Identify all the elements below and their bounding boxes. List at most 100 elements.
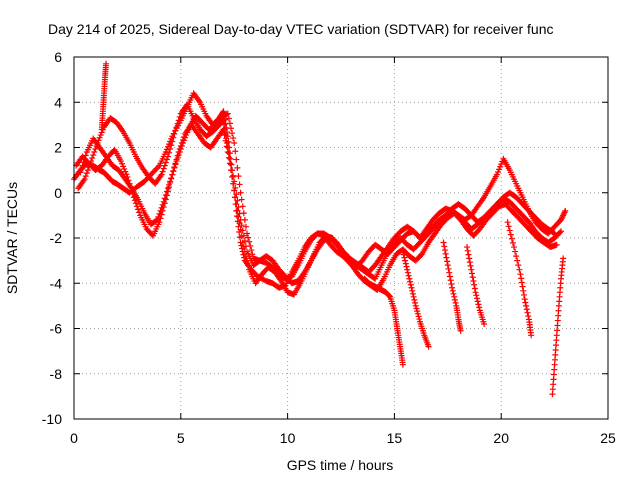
data-point-drop-6 bbox=[520, 287, 527, 294]
data-point-drop-5 bbox=[474, 298, 481, 305]
data-point-track-4 bbox=[181, 137, 188, 144]
data-point-track-4 bbox=[178, 142, 185, 149]
data-point-track-3 bbox=[235, 213, 242, 220]
data-point-track-4 bbox=[235, 173, 242, 180]
data-point-track-2 bbox=[159, 168, 166, 175]
data-point-track-2 bbox=[81, 176, 88, 183]
data-point-track-4 bbox=[172, 161, 179, 168]
x-tick-label: 10 bbox=[280, 430, 296, 446]
data-point-drop-2 bbox=[399, 361, 406, 368]
data-point-drop-3 bbox=[401, 254, 408, 261]
data-point-drop-6 bbox=[513, 253, 520, 260]
data-point-drop-6 bbox=[504, 219, 511, 226]
data-point-drop-5 bbox=[473, 292, 480, 299]
data-point-drop-3 bbox=[415, 313, 422, 320]
data-point-track-4 bbox=[240, 210, 247, 217]
data-point-track-2 bbox=[222, 130, 229, 137]
data-point-track-1 bbox=[220, 108, 227, 115]
data-point-track-4 bbox=[157, 207, 164, 214]
data-point-track-1 bbox=[562, 207, 569, 214]
data-point-track-1 bbox=[498, 161, 505, 168]
data-point-drop-3 bbox=[412, 302, 419, 309]
data-point-track-2 bbox=[170, 134, 177, 141]
data-point-track-2 bbox=[83, 170, 90, 177]
data-point-drop-3 bbox=[406, 275, 413, 282]
data-point-track-2 bbox=[160, 165, 167, 172]
data-point-track-3 bbox=[223, 143, 230, 150]
data-point-drop-4 bbox=[446, 269, 453, 276]
x-tick-label: 15 bbox=[387, 430, 403, 446]
data-point-track-3 bbox=[229, 173, 236, 180]
y-tick-label: -8 bbox=[50, 366, 63, 382]
data-point-track-4 bbox=[160, 198, 167, 205]
data-point-drop-4 bbox=[444, 258, 451, 265]
data-point-track-4 bbox=[154, 216, 161, 223]
y-axis-label: SDTVAR / TECUs bbox=[4, 182, 20, 294]
y-tick-label: -4 bbox=[50, 275, 63, 291]
data-point-track-4 bbox=[163, 188, 170, 195]
data-point-track-4 bbox=[230, 135, 237, 142]
data-point-drop-4 bbox=[452, 299, 459, 306]
data-point-drop-5 bbox=[465, 251, 472, 258]
data-point-track-4 bbox=[247, 242, 254, 249]
plot-frame bbox=[73, 56, 609, 420]
data-point-track-1 bbox=[235, 223, 242, 230]
data-point-drop-4 bbox=[448, 281, 455, 288]
data-point-drop-3 bbox=[404, 269, 411, 276]
y-tick-label: -6 bbox=[50, 321, 63, 337]
data-point-track-2 bbox=[96, 134, 103, 141]
data-point-track-4 bbox=[234, 164, 241, 171]
data-point-drop-6 bbox=[509, 239, 516, 246]
data-point-track-1 bbox=[497, 163, 504, 170]
data-point-track-2 bbox=[227, 161, 234, 168]
data-point-track-2 bbox=[162, 159, 169, 166]
data-point-track-4 bbox=[155, 213, 162, 220]
data-point-track-3 bbox=[244, 257, 251, 264]
data-point-track-2 bbox=[97, 132, 104, 139]
data-point-track-3 bbox=[227, 167, 234, 174]
data-point-track-4 bbox=[175, 152, 182, 159]
data-point-track-3 bbox=[225, 154, 232, 161]
data-point-drop-6 bbox=[511, 244, 518, 251]
data-point-drop-5 bbox=[469, 270, 476, 277]
data-point-drop-6 bbox=[505, 223, 512, 230]
x-axis-label: GPS time / hours bbox=[287, 457, 394, 473]
data-point-drop-3 bbox=[416, 316, 423, 323]
data-point-track-4 bbox=[183, 132, 190, 139]
data-point-track-2 bbox=[168, 142, 175, 149]
data-point-drop-5 bbox=[466, 259, 473, 266]
data-point-drop-3 bbox=[409, 287, 416, 294]
data-point-drop-4 bbox=[457, 327, 464, 334]
data-point-track-4 bbox=[249, 251, 256, 258]
data-point-track-4 bbox=[171, 164, 178, 171]
data-point-drop-4 bbox=[451, 296, 458, 303]
data-point-drop-3 bbox=[410, 293, 417, 300]
data-point-track-2 bbox=[169, 138, 176, 145]
data-point-drop-4 bbox=[445, 265, 452, 272]
data-point-track-4 bbox=[239, 203, 246, 210]
data-point-track-3 bbox=[242, 253, 249, 260]
grid-layer bbox=[74, 57, 608, 419]
data-point-track-3 bbox=[237, 226, 244, 233]
data-point-track-4 bbox=[159, 201, 166, 208]
data-point-drop-3 bbox=[400, 251, 407, 258]
x-tick-label: 0 bbox=[70, 430, 78, 446]
data-point-track-4 bbox=[168, 175, 175, 182]
data-point-drop-3 bbox=[425, 343, 432, 350]
data-point-track-4 bbox=[161, 195, 168, 202]
data-point-track-2 bbox=[556, 229, 563, 236]
data-point-track-2 bbox=[173, 124, 180, 131]
data-point-drop-6 bbox=[508, 235, 515, 242]
data-point-track-2 bbox=[91, 149, 98, 156]
data-point-track-4 bbox=[551, 230, 558, 237]
y-tick-label: 4 bbox=[54, 94, 62, 110]
data-point-track-3 bbox=[233, 201, 240, 208]
data-point-track-3 bbox=[135, 206, 142, 213]
data-point-track-4 bbox=[227, 125, 234, 132]
data-point-track-4 bbox=[223, 111, 230, 118]
data-point-track-4 bbox=[231, 139, 238, 146]
data-point-drop-2 bbox=[386, 293, 393, 300]
data-point-track-4 bbox=[179, 139, 186, 146]
data-point-track-2 bbox=[230, 172, 237, 179]
data-point-track-3 bbox=[220, 126, 227, 133]
